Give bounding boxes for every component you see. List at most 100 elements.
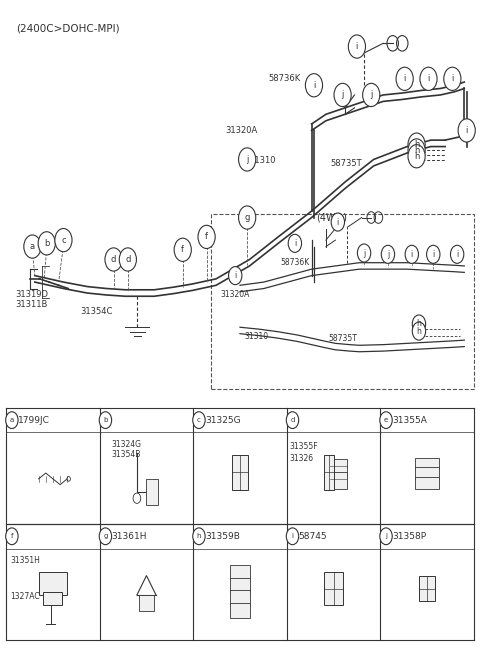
Circle shape bbox=[288, 235, 301, 252]
Text: i: i bbox=[313, 81, 315, 90]
Circle shape bbox=[99, 528, 112, 545]
Text: b: b bbox=[44, 239, 49, 248]
Bar bbox=[324, 572, 343, 605]
Bar bbox=[415, 477, 439, 489]
Text: e: e bbox=[384, 417, 388, 423]
Text: i: i bbox=[411, 250, 413, 259]
Bar bbox=[230, 590, 250, 605]
Text: f: f bbox=[11, 533, 13, 539]
Text: h: h bbox=[197, 533, 201, 539]
Text: j: j bbox=[387, 250, 389, 259]
Text: i: i bbox=[336, 218, 339, 227]
Text: d: d bbox=[290, 417, 295, 423]
Text: 58736K: 58736K bbox=[281, 258, 310, 267]
Text: 1799JC: 1799JC bbox=[18, 415, 50, 424]
Circle shape bbox=[99, 411, 112, 428]
Circle shape bbox=[334, 84, 351, 106]
Circle shape bbox=[38, 232, 55, 255]
Circle shape bbox=[24, 235, 41, 258]
Circle shape bbox=[133, 493, 141, 503]
Circle shape bbox=[358, 244, 371, 262]
Bar bbox=[330, 472, 347, 489]
Text: f: f bbox=[181, 246, 184, 254]
Text: 58736K: 58736K bbox=[269, 75, 301, 84]
Circle shape bbox=[105, 248, 122, 271]
Text: 31310: 31310 bbox=[245, 332, 269, 341]
Text: j: j bbox=[246, 155, 248, 164]
Bar bbox=[415, 457, 439, 469]
Text: 31324G: 31324G bbox=[112, 439, 142, 448]
Circle shape bbox=[286, 528, 299, 545]
Circle shape bbox=[6, 528, 18, 545]
Circle shape bbox=[380, 528, 392, 545]
Text: i: i bbox=[432, 250, 434, 259]
Bar bbox=[230, 577, 250, 592]
Circle shape bbox=[408, 133, 425, 156]
Text: i: i bbox=[451, 75, 454, 84]
Circle shape bbox=[427, 246, 440, 263]
Text: 31319D: 31319D bbox=[16, 290, 48, 299]
Circle shape bbox=[55, 229, 72, 251]
Text: b: b bbox=[103, 417, 108, 423]
Text: 58745: 58745 bbox=[299, 532, 327, 541]
Circle shape bbox=[363, 84, 380, 106]
Text: 58735T: 58735T bbox=[331, 159, 362, 168]
Text: 31351H: 31351H bbox=[10, 555, 40, 564]
Bar bbox=[415, 467, 439, 479]
Circle shape bbox=[408, 145, 425, 168]
Circle shape bbox=[228, 266, 242, 284]
Text: 31355F: 31355F bbox=[289, 442, 318, 451]
Text: a: a bbox=[10, 417, 14, 423]
Text: (2400C>DOHC-MPI): (2400C>DOHC-MPI) bbox=[16, 24, 120, 34]
Text: 31320A: 31320A bbox=[226, 126, 258, 135]
Circle shape bbox=[193, 411, 205, 428]
Text: i: i bbox=[234, 271, 236, 280]
Text: i: i bbox=[466, 126, 468, 135]
Text: h: h bbox=[417, 327, 421, 336]
Circle shape bbox=[458, 119, 475, 142]
Text: i: i bbox=[294, 239, 296, 248]
Text: i: i bbox=[356, 42, 358, 51]
Bar bbox=[330, 459, 347, 476]
Bar bbox=[43, 592, 62, 605]
Text: j: j bbox=[363, 249, 365, 257]
Bar bbox=[232, 455, 248, 490]
Text: 31354C: 31354C bbox=[80, 307, 112, 316]
Text: i: i bbox=[456, 250, 458, 259]
Circle shape bbox=[412, 315, 426, 333]
Text: i: i bbox=[404, 75, 406, 84]
Text: d: d bbox=[125, 255, 131, 264]
Circle shape bbox=[239, 206, 256, 229]
Circle shape bbox=[450, 246, 464, 263]
Circle shape bbox=[444, 67, 461, 91]
Circle shape bbox=[193, 528, 205, 545]
Circle shape bbox=[396, 67, 413, 91]
Text: c: c bbox=[197, 417, 201, 423]
Text: h: h bbox=[414, 140, 419, 149]
Circle shape bbox=[119, 248, 136, 271]
Text: d: d bbox=[111, 255, 116, 264]
Text: j: j bbox=[341, 91, 344, 99]
Text: c: c bbox=[61, 236, 66, 245]
Bar bbox=[146, 479, 158, 505]
Circle shape bbox=[198, 226, 215, 249]
Text: g: g bbox=[103, 533, 108, 539]
Circle shape bbox=[405, 246, 419, 263]
Text: 31311B: 31311B bbox=[16, 300, 48, 309]
Text: j: j bbox=[385, 533, 387, 539]
FancyBboxPatch shape bbox=[211, 214, 474, 389]
Bar bbox=[230, 564, 250, 579]
Circle shape bbox=[286, 411, 299, 428]
Text: a: a bbox=[30, 242, 35, 251]
Text: i: i bbox=[427, 75, 430, 84]
Bar bbox=[230, 603, 250, 618]
Text: 31358P: 31358P bbox=[392, 532, 426, 541]
Circle shape bbox=[348, 35, 365, 58]
Text: 31355A: 31355A bbox=[392, 415, 427, 424]
Circle shape bbox=[408, 139, 425, 162]
Text: i: i bbox=[291, 533, 293, 539]
Text: g: g bbox=[244, 213, 250, 222]
Text: h: h bbox=[414, 146, 419, 155]
Circle shape bbox=[381, 246, 395, 263]
Text: f: f bbox=[205, 233, 208, 242]
